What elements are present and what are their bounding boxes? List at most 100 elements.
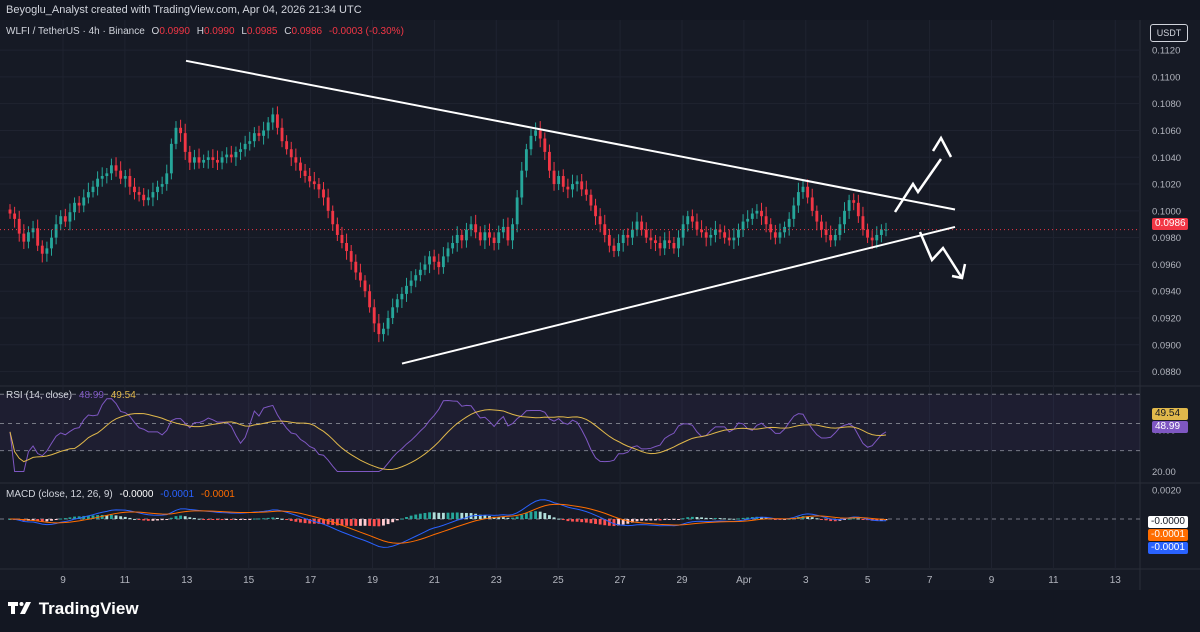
price-tick-label: 0.0940 <box>1152 287 1181 298</box>
macd-label[interactable]: MACD (close, 12, 26, 9) <box>6 489 113 500</box>
rsi-legend: RSI (14, close) 48.99 49.54 <box>6 390 140 401</box>
candle-body <box>566 186 570 190</box>
candle-body <box>391 307 395 319</box>
time-tick-label: 9 <box>989 575 995 586</box>
candle-body <box>40 245 44 254</box>
macd-histogram-bar <box>216 519 219 521</box>
candle-body <box>216 159 219 163</box>
macd-histogram-bar <box>617 519 621 526</box>
time-tick-label: 7 <box>927 575 933 586</box>
candle-body <box>713 229 717 235</box>
candle-body <box>372 307 376 324</box>
macd-histogram-bar <box>677 519 680 520</box>
time-tick-label: 19 <box>367 575 379 586</box>
candle-body <box>746 218 750 222</box>
candle-body <box>557 176 561 185</box>
macd-histogram-bar <box>169 517 173 519</box>
candle-body <box>465 229 468 241</box>
candle-body <box>626 234 630 238</box>
candle-body <box>866 229 869 238</box>
candle-body <box>165 173 169 185</box>
macd-histogram-bar <box>760 516 763 519</box>
macd-histogram-bar <box>566 519 570 522</box>
rsi-line <box>9 398 887 473</box>
candle-body <box>833 234 837 241</box>
candle-body <box>234 151 238 158</box>
time-tick-label: 27 <box>615 575 627 586</box>
candle-body <box>594 205 597 217</box>
candle-body <box>806 186 810 198</box>
rsi-label[interactable]: RSI (14, close) <box>6 390 73 401</box>
top-bar: Beyoglu_Analyst created with TradingView… <box>0 0 1200 20</box>
chart-canvas[interactable]: 0.1120 0.1100 0.1080 0.1060 0.1040 0.1020 0.10… <box>0 20 1200 590</box>
candle-body <box>229 154 233 158</box>
macd-histogram-bar <box>142 519 146 521</box>
candle-body <box>437 261 441 268</box>
candle-body <box>741 221 745 230</box>
candle-body <box>667 240 671 243</box>
candle-body <box>308 176 312 182</box>
time-tick-label: 23 <box>491 575 503 586</box>
open-value: 0.0990 <box>159 26 190 37</box>
time-tick-label: 15 <box>243 575 255 586</box>
macd-histogram-bar <box>506 517 510 519</box>
candle-body <box>451 243 455 249</box>
time-tick-label: 5 <box>865 575 871 586</box>
candle-body <box>82 197 86 206</box>
candle-body <box>239 149 242 152</box>
candle-body <box>815 210 819 222</box>
candle-body <box>400 293 404 300</box>
candle-body <box>787 218 791 227</box>
candle-body <box>571 184 574 190</box>
chart-frame[interactable]: 0.1120 0.1100 0.1080 0.1060 0.1040 0.1020 0.10… <box>0 20 1200 590</box>
candle-body <box>142 194 146 201</box>
macd-histogram-bar <box>654 519 657 521</box>
macd-histogram-bar <box>630 519 634 523</box>
candle-body <box>13 213 17 219</box>
macd-histogram-bar <box>478 514 482 519</box>
macd-hist-value: -0.0000 <box>119 489 154 500</box>
candle-body <box>294 157 298 163</box>
macd-histogram-bar <box>119 516 123 519</box>
macd-histogram-bar <box>446 512 450 519</box>
macd-histogram-bar <box>54 519 58 520</box>
macd-histogram-bar <box>248 519 252 520</box>
macd-histogram-bar <box>543 513 547 519</box>
macd-histogram-bar <box>197 518 201 520</box>
macd-histogram-bar <box>349 519 353 526</box>
time-tick-label: 13 <box>181 575 193 586</box>
macd-histogram-bar <box>607 519 611 526</box>
candle-body <box>801 186 805 193</box>
candle-body <box>621 234 625 243</box>
candle-body <box>409 280 413 286</box>
candle-body <box>497 232 501 243</box>
macd-histogram-bar <box>363 519 367 526</box>
macd-histogram-bar <box>418 513 422 519</box>
candle-body <box>91 186 95 193</box>
symbol-label[interactable]: WLFI / TetherUS · 4h · Binance <box>6 26 145 37</box>
macd-histogram-bar <box>220 519 224 521</box>
candle-body <box>73 202 76 213</box>
macd-histogram-bar <box>441 512 445 519</box>
candle-body <box>119 170 123 179</box>
macd-histogram-bar <box>856 518 860 520</box>
candle-body <box>123 176 127 179</box>
candle-body <box>151 192 155 198</box>
candle-body <box>677 237 680 249</box>
tradingview-logo[interactable]: TradingView <box>8 599 139 619</box>
macd-histogram-bar <box>234 519 238 520</box>
candle-body <box>469 224 473 230</box>
candle-body <box>225 154 229 158</box>
macd-histogram-bar <box>229 519 233 521</box>
candle-body <box>750 213 754 219</box>
candle-body <box>663 240 667 249</box>
candle-body <box>686 216 690 225</box>
candle-body <box>179 127 183 134</box>
candle-body <box>146 197 150 201</box>
candle-body <box>501 226 505 233</box>
close-value: 0.0986 <box>291 26 323 37</box>
candle-body <box>732 237 736 241</box>
candle-body <box>598 216 602 225</box>
currency-button[interactable]: USDT <box>1150 24 1188 42</box>
candle-body <box>580 181 584 190</box>
